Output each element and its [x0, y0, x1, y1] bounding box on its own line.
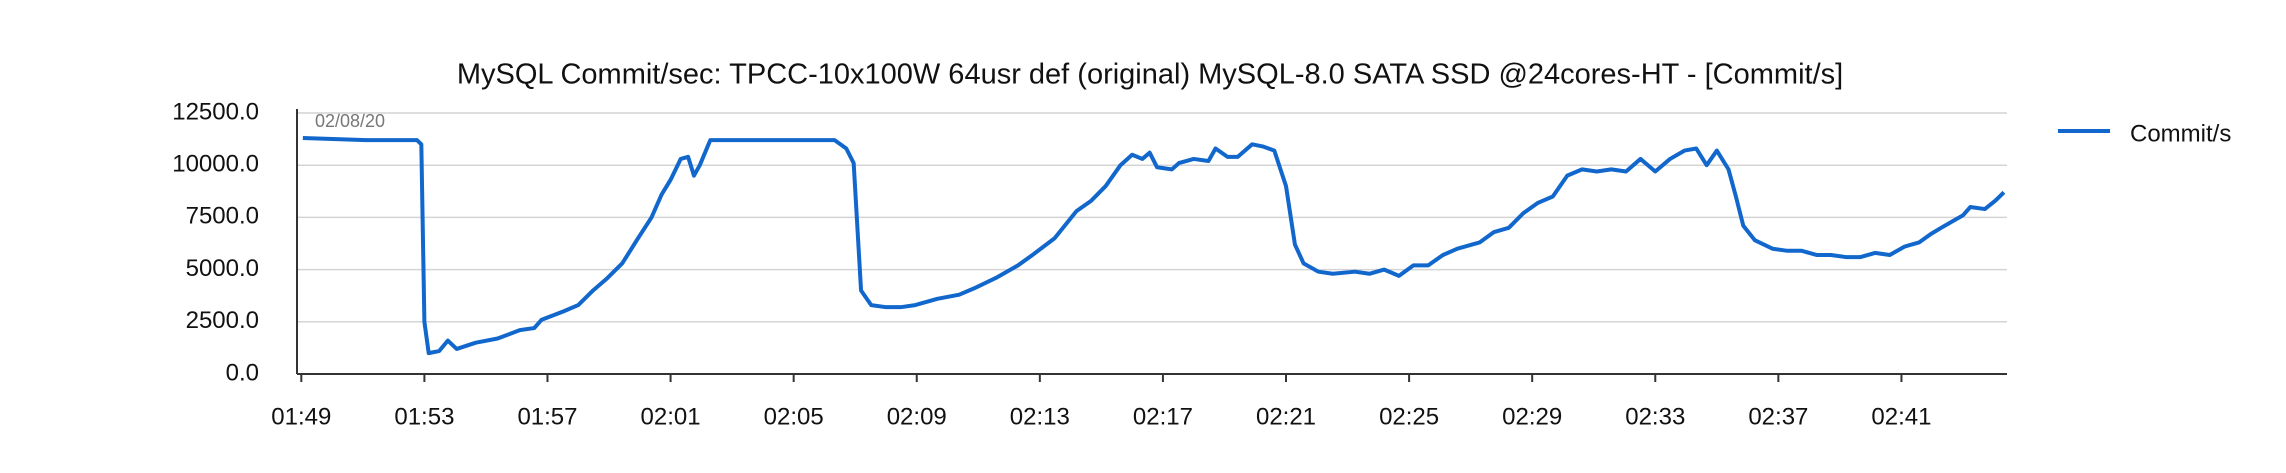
- x-tick-label: 02:21: [1256, 403, 1316, 430]
- x-tick-label: 02:41: [1871, 403, 1931, 430]
- y-tick-label: 10000.0: [172, 151, 259, 178]
- x-tick-label: 02:09: [887, 403, 947, 430]
- x-tick-label: 01:49: [271, 403, 331, 430]
- date-annotation: 02/08/20: [315, 111, 385, 131]
- x-tick-label: 01:53: [394, 403, 454, 430]
- legend-label: Commit/s: [2130, 120, 2231, 147]
- y-tick-label: 7500.0: [186, 203, 259, 230]
- x-tick-label: 02:29: [1502, 403, 1562, 430]
- series-line: [302, 136, 2006, 356]
- chart-title: MySQL Commit/sec: TPCC-10x100W 64usr def…: [457, 59, 1843, 91]
- x-tick-label: 02:25: [1379, 403, 1439, 430]
- y-tick-label: 0.0: [226, 359, 259, 386]
- y-tick-label: 2500.0: [186, 307, 259, 334]
- x-tick-label: 02:05: [764, 403, 824, 430]
- x-tick-label: 02:01: [641, 403, 701, 430]
- x-tick-label: 02:13: [1010, 403, 1070, 430]
- x-tick-label: 02:37: [1748, 403, 1808, 430]
- x-tick-label: 02:33: [1625, 403, 1685, 430]
- x-tick-label: 01:57: [517, 403, 577, 430]
- y-tick-label: 12500.0: [172, 98, 259, 125]
- x-tick-label: 02:17: [1133, 403, 1193, 430]
- y-tick-label: 5000.0: [186, 255, 259, 282]
